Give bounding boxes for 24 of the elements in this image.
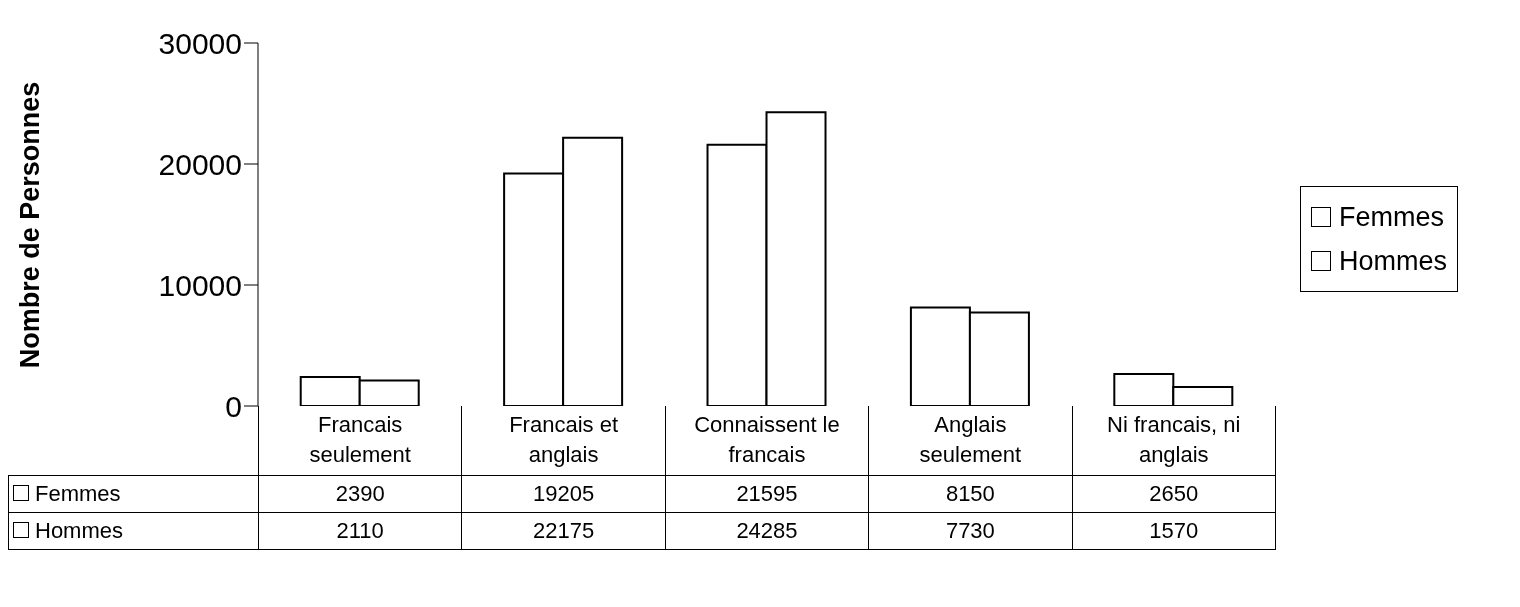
data-label: 21595: [665, 475, 869, 512]
data-label: 19205: [461, 475, 666, 512]
y-tick-label: 20000: [158, 147, 242, 181]
x-tick-label: Connaissent le francais: [665, 406, 869, 475]
legend-label: Hommes: [1339, 245, 1448, 277]
x-tick-label: Ni francais, ni anglais: [1072, 406, 1276, 475]
data-label: 22175: [461, 512, 666, 549]
legend-label: Femmes: [1339, 201, 1445, 233]
x-tick-label: Francais et anglais: [461, 406, 666, 475]
y-tick-label: 0: [225, 389, 242, 423]
data-label: 2110: [258, 512, 462, 549]
x-tick-label: Anglais seulement: [868, 406, 1073, 475]
y-axis-title: Nombre de Personnes: [14, 81, 46, 368]
x-tick-label: Francais seulement: [258, 406, 462, 475]
data-label: 8150: [868, 475, 1073, 512]
text: Femmes: [35, 480, 121, 506]
data-label: 24285: [665, 512, 869, 549]
data-label: 7730: [868, 512, 1073, 549]
data-label: 1570: [1072, 512, 1276, 549]
data-label: 2390: [258, 475, 462, 512]
data-label: 2650: [1072, 475, 1276, 512]
text: Hommes: [35, 517, 124, 543]
y-tick-label: 10000: [158, 268, 242, 302]
y-tick-label: 30000: [158, 26, 242, 60]
